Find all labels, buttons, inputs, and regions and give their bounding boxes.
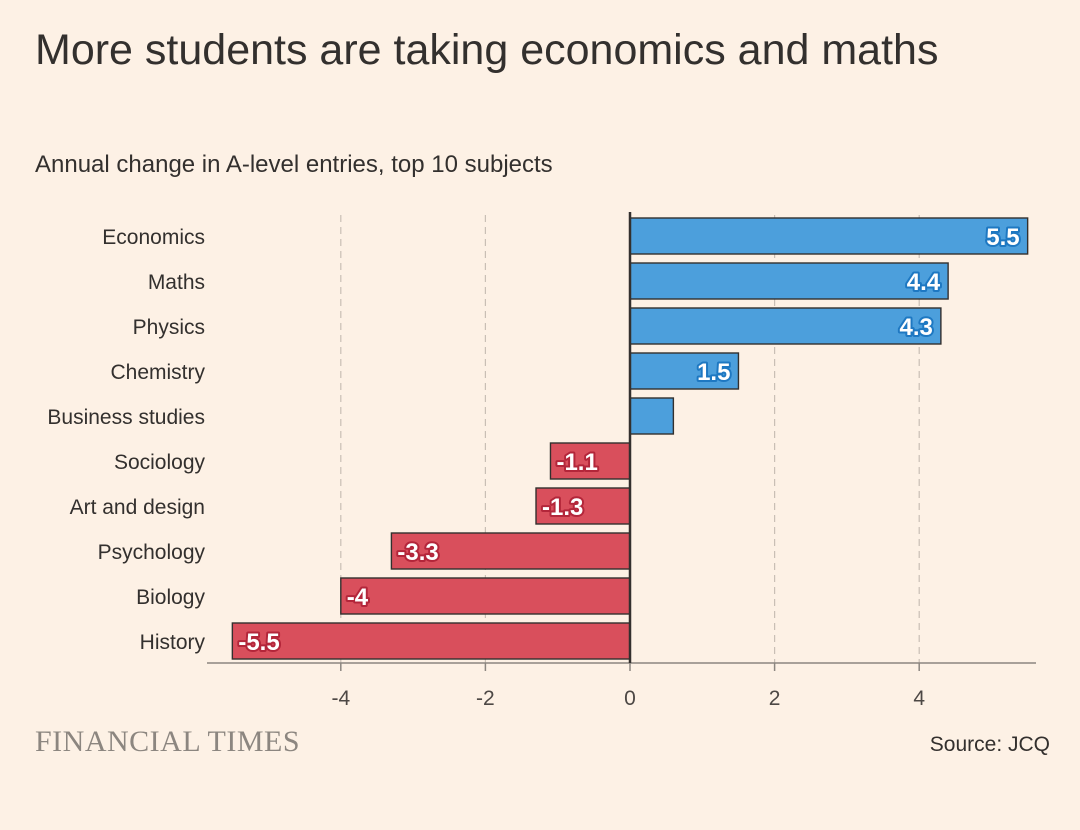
- chart-title: More students are taking economics and m…: [35, 26, 939, 74]
- bar-business-studies: [629, 397, 675, 435]
- data-label: 1.5: [697, 359, 730, 386]
- bar-physics: [629, 307, 942, 345]
- bar-economics: [629, 217, 1029, 255]
- x-tick-label: 4: [913, 687, 925, 710]
- data-label: 5.5: [986, 224, 1019, 251]
- data-label: 4.3: [900, 314, 933, 341]
- bar-art-and-design: [535, 487, 631, 525]
- brand-logo-text: FINANCIAL TIMES: [35, 725, 301, 758]
- category-label: Sociology: [114, 451, 206, 474]
- x-tick-label: 2: [769, 687, 781, 710]
- category-label: Chemistry: [110, 361, 205, 384]
- category-label: Art and design: [70, 496, 205, 519]
- data-label: -1.1: [556, 449, 597, 476]
- category-label: History: [140, 631, 206, 654]
- chart-subtitle: Annual change in A-level entries, top 10…: [35, 151, 553, 178]
- bar-biology: [340, 577, 631, 615]
- source-note: Source: JCQ: [929, 733, 1050, 756]
- data-label: -5.5: [238, 629, 279, 656]
- category-label: Biology: [136, 586, 205, 609]
- x-tick-label: 0: [624, 687, 636, 710]
- bar-chemistry: [629, 352, 740, 390]
- category-label: Psychology: [98, 541, 206, 564]
- data-label: -3.3: [397, 539, 438, 566]
- bar-psychology: [390, 532, 631, 570]
- data-label: -4: [347, 584, 369, 611]
- category-label: Economics: [102, 226, 205, 249]
- data-label: 4.4: [907, 269, 941, 296]
- x-tick-label: -2: [476, 687, 495, 710]
- category-label: Maths: [148, 271, 205, 294]
- data-label: -1.3: [542, 494, 583, 521]
- x-tick-label: -4: [331, 687, 350, 710]
- category-label: Business studies: [47, 406, 205, 429]
- category-label: Physics: [133, 316, 205, 339]
- bar-maths: [629, 262, 949, 300]
- bar-history: [231, 622, 631, 660]
